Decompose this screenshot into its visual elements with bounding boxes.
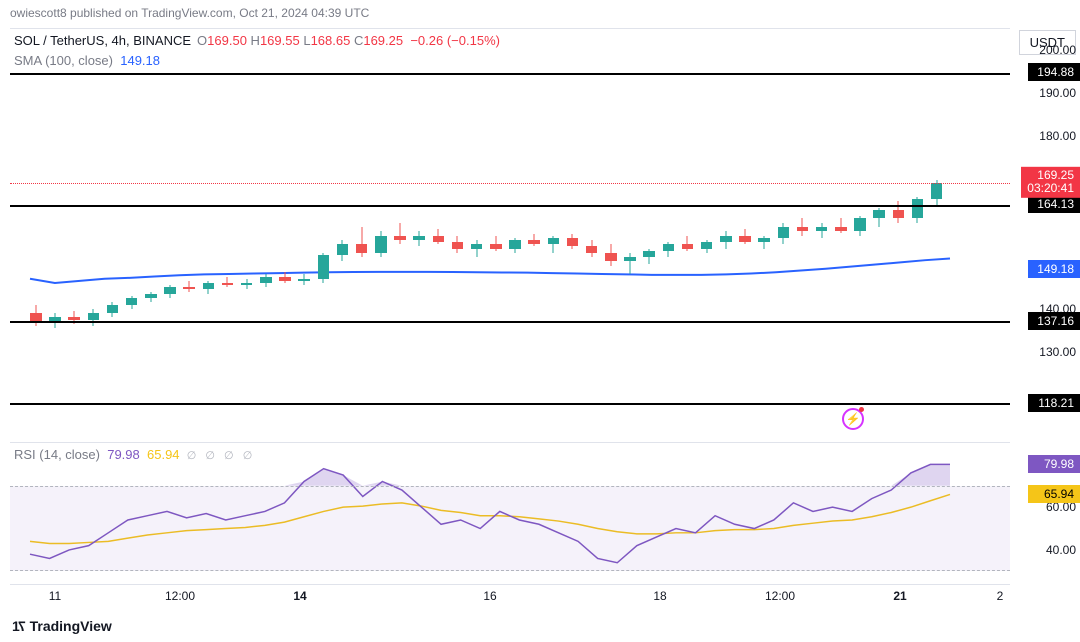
candle xyxy=(624,253,636,275)
publish-header: owiescott8 published on TradingView.com,… xyxy=(0,0,1080,26)
candle xyxy=(394,223,406,245)
candle xyxy=(509,238,521,253)
current-price-label: 169.2503:20:41 xyxy=(1021,167,1080,197)
candle xyxy=(873,208,885,227)
candle xyxy=(797,218,809,235)
candle xyxy=(164,285,176,298)
candle xyxy=(375,231,387,257)
price-tick: 200.00 xyxy=(1039,43,1076,57)
time-tick: 18 xyxy=(653,589,666,603)
time-tick: 12:00 xyxy=(165,589,195,603)
price-tick: 180.00 xyxy=(1039,129,1076,143)
candle xyxy=(433,229,445,244)
symbol-info: SOL / TetherUS, 4h, BINANCE O169.50 H169… xyxy=(14,33,500,48)
sma-price-label: 149.18 xyxy=(1028,260,1080,278)
candle xyxy=(241,279,253,290)
time-tick: 16 xyxy=(483,589,496,603)
candle xyxy=(452,236,464,253)
candle xyxy=(298,274,310,285)
candle xyxy=(758,236,770,249)
candle xyxy=(318,253,330,283)
candle xyxy=(778,223,790,245)
price-tick: 190.00 xyxy=(1039,86,1076,100)
price-level-label: 118.21 xyxy=(1028,394,1080,412)
candle xyxy=(701,240,713,253)
time-tick: 2 xyxy=(997,589,1004,603)
candle xyxy=(337,240,349,262)
candle xyxy=(356,227,368,257)
candle xyxy=(490,236,502,251)
candle xyxy=(643,249,655,264)
candle xyxy=(260,274,272,287)
rsi-tick: 40.00 xyxy=(1046,543,1076,557)
candle xyxy=(471,240,483,257)
time-tick: 21 xyxy=(893,589,906,603)
price-yaxis[interactable]: 200.00190.00180.00140.00130.00194.88164.… xyxy=(1016,28,1080,438)
price-chart[interactable]: SOL / TetherUS, 4h, BINANCE O169.50 H169… xyxy=(10,28,1010,438)
candle xyxy=(183,281,195,292)
candle xyxy=(279,272,291,283)
rsi-info: RSI (14, close) 79.98 65.94 ∅ ∅ ∅ ∅ xyxy=(14,447,255,462)
candle xyxy=(739,229,751,244)
candle xyxy=(567,234,579,249)
rsi-value-label: 79.98 xyxy=(1028,455,1080,473)
time-tick: 11 xyxy=(49,589,61,603)
candle xyxy=(835,218,847,233)
candle xyxy=(107,302,119,317)
tradingview-logo[interactable]: 17 TradingView xyxy=(12,618,112,634)
candle xyxy=(663,242,675,257)
candle xyxy=(203,281,215,294)
candle xyxy=(548,236,560,253)
candle xyxy=(854,216,866,235)
candle xyxy=(88,309,100,326)
candle xyxy=(528,234,540,247)
candle xyxy=(682,236,694,251)
price-level-label: 164.13 xyxy=(1028,195,1080,213)
candle xyxy=(586,240,598,257)
candle xyxy=(605,244,617,266)
candle xyxy=(413,231,425,246)
time-tick: 12:00 xyxy=(765,589,795,603)
candle xyxy=(145,292,157,303)
candle xyxy=(720,231,732,248)
alert-icon[interactable] xyxy=(842,408,864,430)
candle xyxy=(816,223,828,238)
price-level-label: 194.88 xyxy=(1028,63,1080,81)
candle xyxy=(126,296,138,309)
rsi-yaxis[interactable]: 60.0040.0079.9865.94 xyxy=(1016,442,1080,582)
candle xyxy=(912,197,924,223)
candle xyxy=(222,277,234,288)
time-xaxis[interactable]: 11 12:00 14 16 18 12:00 21 2 xyxy=(10,584,1010,608)
time-tick: 14 xyxy=(293,589,306,603)
sma-info: SMA (100, close) 149.18 xyxy=(14,53,160,68)
price-level-label: 137.16 xyxy=(1028,312,1080,330)
rsi-chart[interactable]: RSI (14, close) 79.98 65.94 ∅ ∅ ∅ ∅ xyxy=(10,442,1010,582)
price-tick: 130.00 xyxy=(1039,345,1076,359)
rsi-signal-label: 65.94 xyxy=(1028,485,1080,503)
